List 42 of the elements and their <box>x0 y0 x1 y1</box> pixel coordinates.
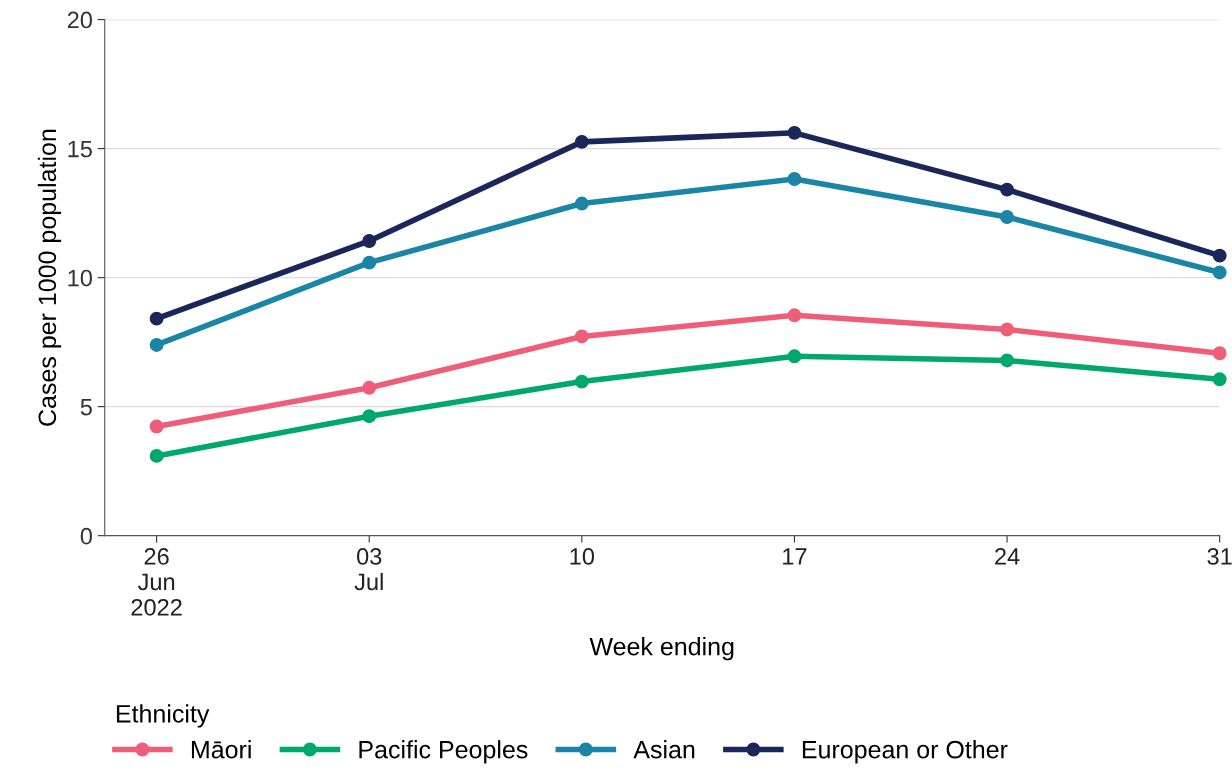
point <box>1000 182 1015 197</box>
x-tick-label: 24 <box>995 548 1020 565</box>
point <box>574 134 589 149</box>
y-tick-label: 5 <box>80 398 92 416</box>
point <box>1000 353 1015 368</box>
legend-label: Asian <box>633 740 695 759</box>
x-tick-label: 31 <box>1207 548 1232 565</box>
point <box>1212 248 1227 263</box>
point <box>787 349 802 364</box>
point <box>149 419 164 434</box>
x-tick-label: 10 <box>570 548 595 565</box>
legend-label: Māori <box>191 740 251 759</box>
point <box>1212 372 1227 387</box>
point <box>787 125 802 140</box>
point <box>574 374 589 389</box>
point <box>1212 265 1227 280</box>
point <box>362 255 377 270</box>
point <box>362 380 377 395</box>
y-tick-label: 10 <box>68 269 92 287</box>
point <box>362 234 377 248</box>
x-axis-title: Week ending <box>589 637 734 661</box>
x-tick-label: 03 Jul <box>354 548 383 591</box>
legend-title: Ethnicity <box>116 704 210 728</box>
point <box>149 448 164 463</box>
point <box>787 172 802 186</box>
point <box>149 338 164 352</box>
x-tick-label: 17 <box>783 548 807 565</box>
point <box>1212 346 1227 361</box>
point <box>787 308 802 323</box>
legend-label: European or Other <box>802 740 1008 764</box>
y-tick-label: 0 <box>80 527 92 545</box>
x-tick-label: 26 Jun 2022 <box>131 548 182 616</box>
y-tick-label: 15 <box>68 140 92 158</box>
y-axis-title: Cases per 1000 population <box>37 129 62 426</box>
point <box>149 311 164 326</box>
point <box>574 329 589 344</box>
point <box>1000 322 1015 337</box>
y-tick-label: 20 <box>67 11 92 29</box>
point <box>1000 210 1015 224</box>
point <box>574 196 589 211</box>
point <box>362 409 377 424</box>
legend-label: Pacific Peoples <box>359 740 528 764</box>
